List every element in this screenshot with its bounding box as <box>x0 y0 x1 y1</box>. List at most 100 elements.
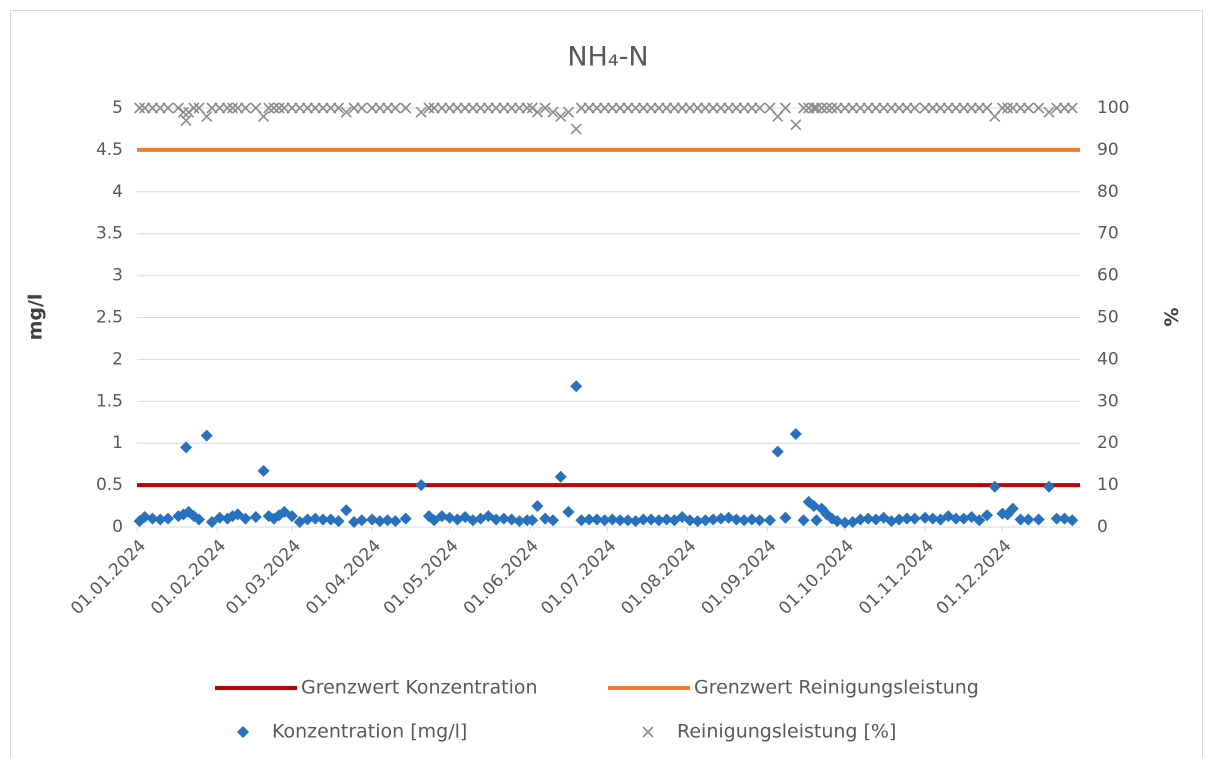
diamond-marker <box>562 505 575 518</box>
diamond-marker <box>154 513 167 526</box>
diamond-marker <box>526 514 539 527</box>
diamond-marker <box>1042 480 1055 493</box>
y2-tick-label: 100 <box>1097 98 1129 118</box>
x-marker <box>790 119 802 131</box>
diamond-marker <box>138 510 151 523</box>
diamond-marker <box>926 512 939 525</box>
diamond-marker <box>415 479 428 492</box>
diamond-marker <box>213 511 226 524</box>
diamond-marker <box>854 513 867 526</box>
diamond-marker <box>838 516 851 529</box>
diamond-marker <box>722 511 735 524</box>
x-marker <box>239 102 252 114</box>
diamond-marker <box>554 470 567 483</box>
y-tick-label: 3.5 <box>96 224 123 244</box>
y-tick-label: 4.5 <box>96 140 123 160</box>
diamond-marker <box>497 512 510 525</box>
y-tick-label: 0 <box>112 517 123 537</box>
diamond-marker <box>162 512 175 525</box>
x-marker <box>273 102 285 114</box>
diamond-marker <box>637 513 650 526</box>
y2-tick-label: 40 <box>1097 349 1119 369</box>
x-marker <box>263 102 275 114</box>
y-tick-label: 2 <box>112 349 123 369</box>
diamond-marker <box>332 515 345 528</box>
x-marker <box>1066 102 1078 114</box>
x-marker <box>555 110 567 122</box>
x-marker <box>570 123 582 135</box>
diamond-marker <box>957 512 970 525</box>
diamond-marker <box>366 513 379 526</box>
diamond-marker <box>621 514 634 527</box>
x-marker <box>1002 102 1014 114</box>
diamond-marker <box>797 514 810 527</box>
x-marker <box>221 102 233 114</box>
diamond-marker <box>629 515 642 528</box>
chart-frame <box>10 10 1203 758</box>
x-marker <box>821 102 833 114</box>
diamond-marker <box>988 480 1001 493</box>
x-marker <box>754 102 766 114</box>
diamond-marker <box>745 513 758 526</box>
x-marker <box>1033 102 1045 114</box>
diamond-marker <box>257 464 270 477</box>
diamond-marker <box>885 515 898 528</box>
y2-tick-label: 10 <box>1097 475 1119 495</box>
y-tick-label: 4 <box>112 182 123 202</box>
x-marker <box>996 102 1009 114</box>
diamond-marker <box>340 504 353 517</box>
diamond-marker <box>707 513 720 526</box>
x-marker <box>415 106 427 118</box>
diamond-marker <box>1032 513 1045 526</box>
diamond-marker <box>146 512 159 525</box>
diamond-marker <box>575 514 588 527</box>
y-tick-label: 1 <box>112 433 123 453</box>
x-marker <box>797 102 810 114</box>
diamond-marker <box>435 510 448 523</box>
x-marker <box>201 110 213 122</box>
diamond-marker <box>301 513 314 526</box>
diamond-marker <box>1022 513 1035 526</box>
diamond-marker <box>683 514 696 527</box>
x-marker <box>423 102 435 114</box>
y-tick-label: 0.5 <box>96 475 123 495</box>
y2-tick-label: 90 <box>1097 140 1119 160</box>
diamond-marker <box>399 512 412 525</box>
y-tick-label: 2.5 <box>96 308 123 328</box>
diamond-marker <box>355 514 368 527</box>
diamond-marker <box>1014 513 1027 526</box>
y2-tick-label: 50 <box>1097 308 1119 328</box>
diamond-marker <box>862 512 875 525</box>
y-tick-label: 5 <box>112 98 123 118</box>
diamond-marker <box>1066 514 1079 527</box>
diamond-marker <box>598 514 611 527</box>
x-marker <box>1022 102 1034 114</box>
x-marker <box>547 106 559 118</box>
diamond-marker <box>389 515 402 528</box>
x-marker <box>162 102 174 114</box>
diamond-marker <box>546 514 559 527</box>
diamond-marker <box>278 505 291 518</box>
diamond-marker <box>691 515 704 528</box>
legend-label: Grenzwert Reinigungsleistung <box>694 677 979 699</box>
x-marker <box>356 102 368 114</box>
diamond-marker <box>443 511 456 524</box>
diamond-marker <box>869 513 882 526</box>
y-tick-label: 3 <box>112 266 123 286</box>
diamond-marker <box>1058 512 1071 525</box>
x-marker <box>909 102 921 114</box>
diamond-marker <box>583 513 596 526</box>
diamond-marker <box>918 511 931 524</box>
x-marker <box>389 102 401 114</box>
x-marker <box>531 106 544 118</box>
diamond-marker <box>239 512 252 525</box>
diamond-marker <box>466 514 479 527</box>
diamond-marker <box>249 510 262 523</box>
diamond-marker <box>539 512 552 525</box>
x-marker <box>180 115 192 127</box>
y-tick-label: 1.5 <box>96 391 123 411</box>
x-marker <box>340 106 352 118</box>
diamond-marker <box>317 513 330 526</box>
x-marker <box>779 102 792 114</box>
